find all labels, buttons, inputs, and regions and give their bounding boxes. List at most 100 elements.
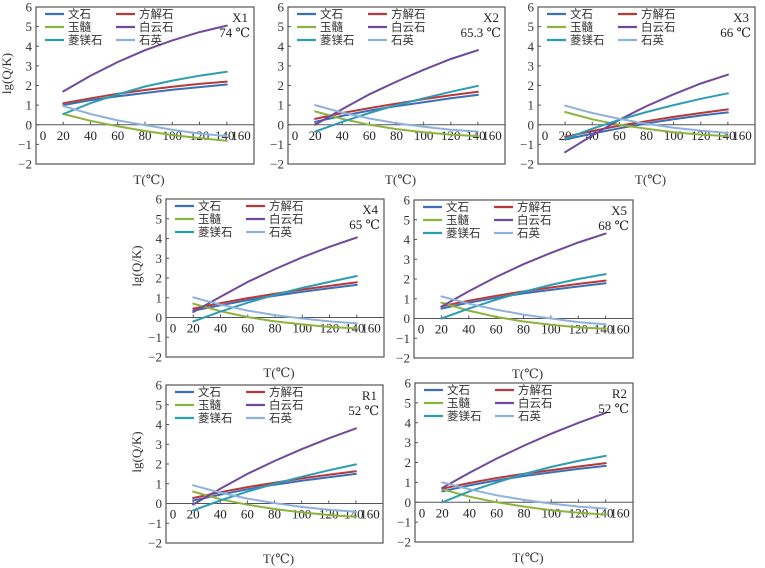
legend-label: 石英 bbox=[518, 409, 541, 423]
series-line-1 bbox=[440, 282, 607, 310]
legend-item: 文石 bbox=[547, 7, 593, 21]
y-tick-label: 1 bbox=[156, 290, 163, 305]
y-tick-label: 3 bbox=[156, 437, 163, 452]
panel-temperature-label: 52 ℃ bbox=[598, 401, 629, 416]
legend-item: 玉髓 bbox=[175, 398, 221, 412]
legend-label: 文石 bbox=[447, 383, 470, 397]
legend-item: 石英 bbox=[494, 226, 540, 240]
legend-label: 菱镁石 bbox=[447, 409, 482, 423]
x-axis-title: T(℃) bbox=[133, 172, 164, 187]
legend-label: 白云石 bbox=[641, 20, 676, 34]
series-line-3 bbox=[314, 110, 479, 138]
x-tick-label: 120 bbox=[569, 322, 589, 337]
y-tick-label: 0 bbox=[528, 117, 535, 132]
series-line-2 bbox=[564, 108, 729, 138]
y-tick-label: 3 bbox=[26, 58, 33, 73]
legend-label: 文石 bbox=[320, 7, 343, 21]
y-axis-title: lg(Q/K) bbox=[129, 431, 144, 472]
legend-item: 方解石 bbox=[368, 7, 426, 21]
y-tick-label: −2 bbox=[396, 351, 410, 366]
y-tick-label: 5 bbox=[26, 19, 33, 34]
legend-item: 文石 bbox=[423, 200, 469, 214]
legend-label: 白云石 bbox=[269, 212, 304, 226]
x-tick-label: 0 bbox=[170, 321, 177, 336]
series-line-6 bbox=[441, 481, 607, 510]
x-tick-label: 0 bbox=[542, 128, 549, 143]
y-tick-label: 3 bbox=[405, 435, 412, 450]
x-tick-label: 160 bbox=[361, 321, 381, 336]
legend-label: 方解石 bbox=[641, 7, 676, 21]
legend-item: 方解石 bbox=[116, 7, 174, 21]
x-tick-label: 160 bbox=[360, 507, 380, 522]
y-tick-label: 0 bbox=[26, 117, 33, 132]
legend-item: 文石 bbox=[175, 199, 221, 213]
legend-label: 石英 bbox=[517, 226, 540, 240]
panel-id-label: X3 bbox=[733, 10, 749, 25]
series-line-4 bbox=[564, 73, 729, 154]
y-tick-label: 0 bbox=[156, 496, 163, 511]
legend-label: 石英 bbox=[391, 33, 414, 47]
panel-id-label: R2 bbox=[612, 386, 627, 401]
y-tick-label: 1 bbox=[528, 98, 535, 113]
legend-label: 方解石 bbox=[139, 7, 174, 21]
y-tick-label: 3 bbox=[404, 252, 411, 267]
y-tick-label: 2 bbox=[278, 78, 285, 93]
x-tick-label: 40 bbox=[462, 322, 475, 337]
y-tick-label: 2 bbox=[156, 457, 163, 472]
y-tick-label: 1 bbox=[278, 98, 285, 113]
y-tick-label: −1 bbox=[18, 137, 32, 152]
series-line-4 bbox=[440, 232, 607, 308]
y-tick-label: 6 bbox=[405, 376, 412, 391]
legend-item: 玉髓 bbox=[424, 396, 470, 410]
x-tick-label: 0 bbox=[292, 128, 299, 143]
x-axis-title: T(℃) bbox=[512, 366, 543, 381]
legend-label: 方解石 bbox=[269, 199, 304, 213]
x-tick-label: 100 bbox=[542, 505, 562, 520]
legend-item: 石英 bbox=[116, 33, 162, 47]
y-tick-label: 4 bbox=[404, 232, 411, 247]
x-tick-label: 100 bbox=[414, 128, 434, 143]
panel-id-label: R1 bbox=[362, 388, 377, 403]
x-tick-label: 160 bbox=[482, 128, 502, 143]
y-tick-label: 0 bbox=[404, 311, 411, 326]
x-tick-label: 160 bbox=[732, 128, 752, 143]
legend-label: 文石 bbox=[198, 385, 221, 399]
y-tick-label: −2 bbox=[18, 157, 32, 172]
x-tick-label: 140 bbox=[344, 507, 364, 522]
x-tick-label: 60 bbox=[241, 507, 254, 522]
x-tick-label: 60 bbox=[613, 128, 626, 143]
series-line-6 bbox=[440, 295, 607, 326]
series-line-4 bbox=[314, 49, 479, 126]
legend-item: 菱镁石 bbox=[423, 226, 481, 240]
x-tick-label: 60 bbox=[490, 505, 503, 520]
y-tick-label: 6 bbox=[26, 0, 33, 15]
series-line-4 bbox=[62, 24, 228, 93]
panel-temperature-label: 52 ℃ bbox=[348, 403, 379, 418]
legend-label: 文石 bbox=[446, 200, 469, 214]
x-tick-label: 80 bbox=[517, 322, 530, 337]
legend-label: 文石 bbox=[198, 199, 221, 213]
legend-item: 文石 bbox=[175, 385, 221, 399]
legend-label: 方解石 bbox=[269, 385, 304, 399]
legend-item: 菱镁石 bbox=[297, 33, 355, 47]
panel-temperature-label: 68 ℃ bbox=[598, 218, 629, 233]
legend-item: 玉髓 bbox=[547, 20, 593, 34]
y-tick-label: 2 bbox=[528, 78, 535, 93]
legend-label: 方解石 bbox=[517, 200, 552, 214]
y-tick-label: 5 bbox=[156, 211, 163, 226]
y-tick-label: 2 bbox=[26, 78, 33, 93]
y-tick-label: 0 bbox=[405, 495, 412, 510]
x-tick-label: 100 bbox=[292, 507, 312, 522]
legend-item: 玉髓 bbox=[45, 20, 91, 34]
x-tick-label: 60 bbox=[363, 128, 376, 143]
legend-item: 白云石 bbox=[494, 213, 552, 227]
x-tick-label: 20 bbox=[57, 128, 70, 143]
y-tick-label: 6 bbox=[528, 0, 535, 15]
y-tick-label: 0 bbox=[278, 117, 285, 132]
x-axis-title: T(℃) bbox=[263, 365, 294, 380]
series-line-2 bbox=[62, 80, 228, 105]
legend-item: 白云石 bbox=[246, 398, 304, 412]
legend-item: 菱镁石 bbox=[175, 225, 233, 239]
